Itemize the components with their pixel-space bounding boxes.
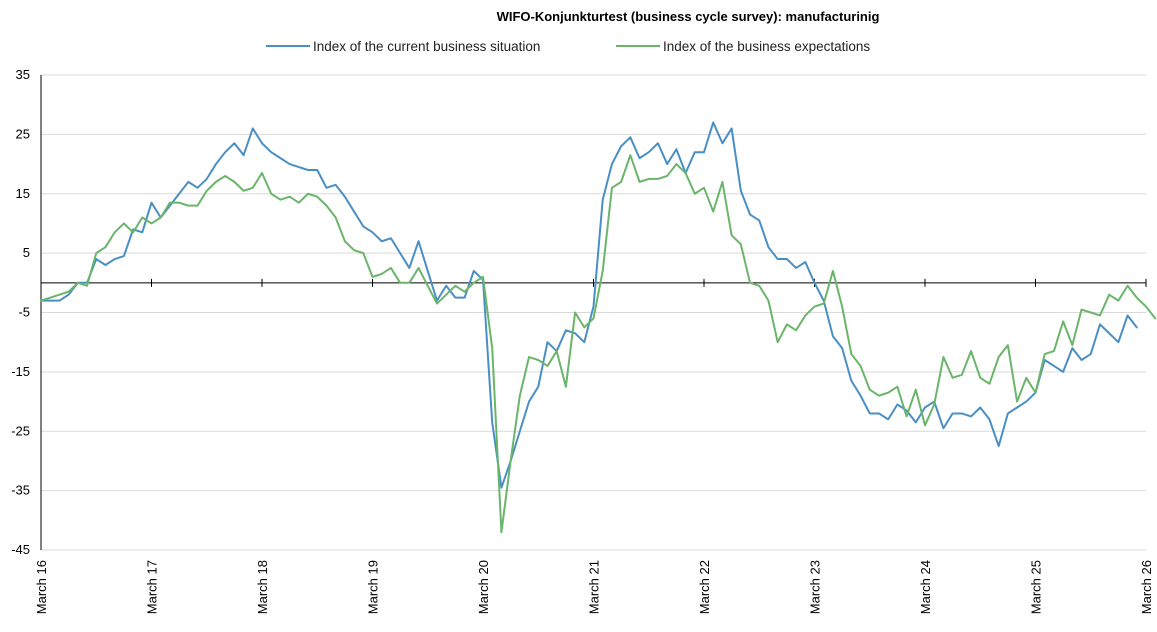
x-axis: March 16 March 17 March 18 March 19 March 20… bbox=[34, 278, 1154, 614]
y-tick-label: -45 bbox=[11, 542, 30, 557]
legend-item: Index of the current business situation bbox=[266, 39, 540, 54]
chart-title: WIFO-Konjunkturtest (business cycle surv… bbox=[497, 9, 880, 24]
series-line-business-expectations bbox=[40, 154, 1157, 534]
legend-label: Index of the business expectations bbox=[663, 39, 870, 54]
x-tick-label: March 20 bbox=[476, 560, 491, 614]
series-layer bbox=[40, 121, 1157, 534]
y-tick-label: 25 bbox=[16, 126, 30, 141]
y-tick-label: -5 bbox=[18, 305, 30, 320]
x-tick-label: March 17 bbox=[145, 560, 160, 614]
x-tick-label: March 24 bbox=[918, 560, 933, 614]
x-tick-label: March 23 bbox=[808, 560, 823, 614]
x-tick-label: March 16 bbox=[34, 560, 49, 614]
x-tick-label: March 19 bbox=[366, 560, 381, 614]
y-tick-label: -35 bbox=[11, 483, 30, 498]
series-line-current-business-situation bbox=[40, 121, 1138, 489]
y-tick-label: -15 bbox=[11, 364, 30, 379]
legend-label: Index of the current business situation bbox=[313, 39, 540, 54]
y-tick-label: 15 bbox=[16, 186, 30, 201]
y-tick-label: 5 bbox=[23, 245, 30, 260]
legend-item: Index of the business expectations bbox=[616, 39, 870, 54]
y-axis: 35 25 15 5 -5 -15 -25 -35 -45 bbox=[11, 67, 42, 557]
x-tick-label: March 21 bbox=[587, 560, 602, 614]
y-tick-label: 35 bbox=[16, 67, 30, 82]
gridlines bbox=[41, 74, 1146, 551]
y-tick-label: -25 bbox=[11, 423, 30, 438]
legend: Index of the current business situation I… bbox=[266, 39, 870, 54]
x-tick-label: March 18 bbox=[255, 560, 270, 614]
x-tick-label: March 25 bbox=[1029, 560, 1044, 614]
x-tick-label: March 22 bbox=[697, 560, 712, 614]
x-tick-label: March 26 bbox=[1139, 560, 1154, 614]
